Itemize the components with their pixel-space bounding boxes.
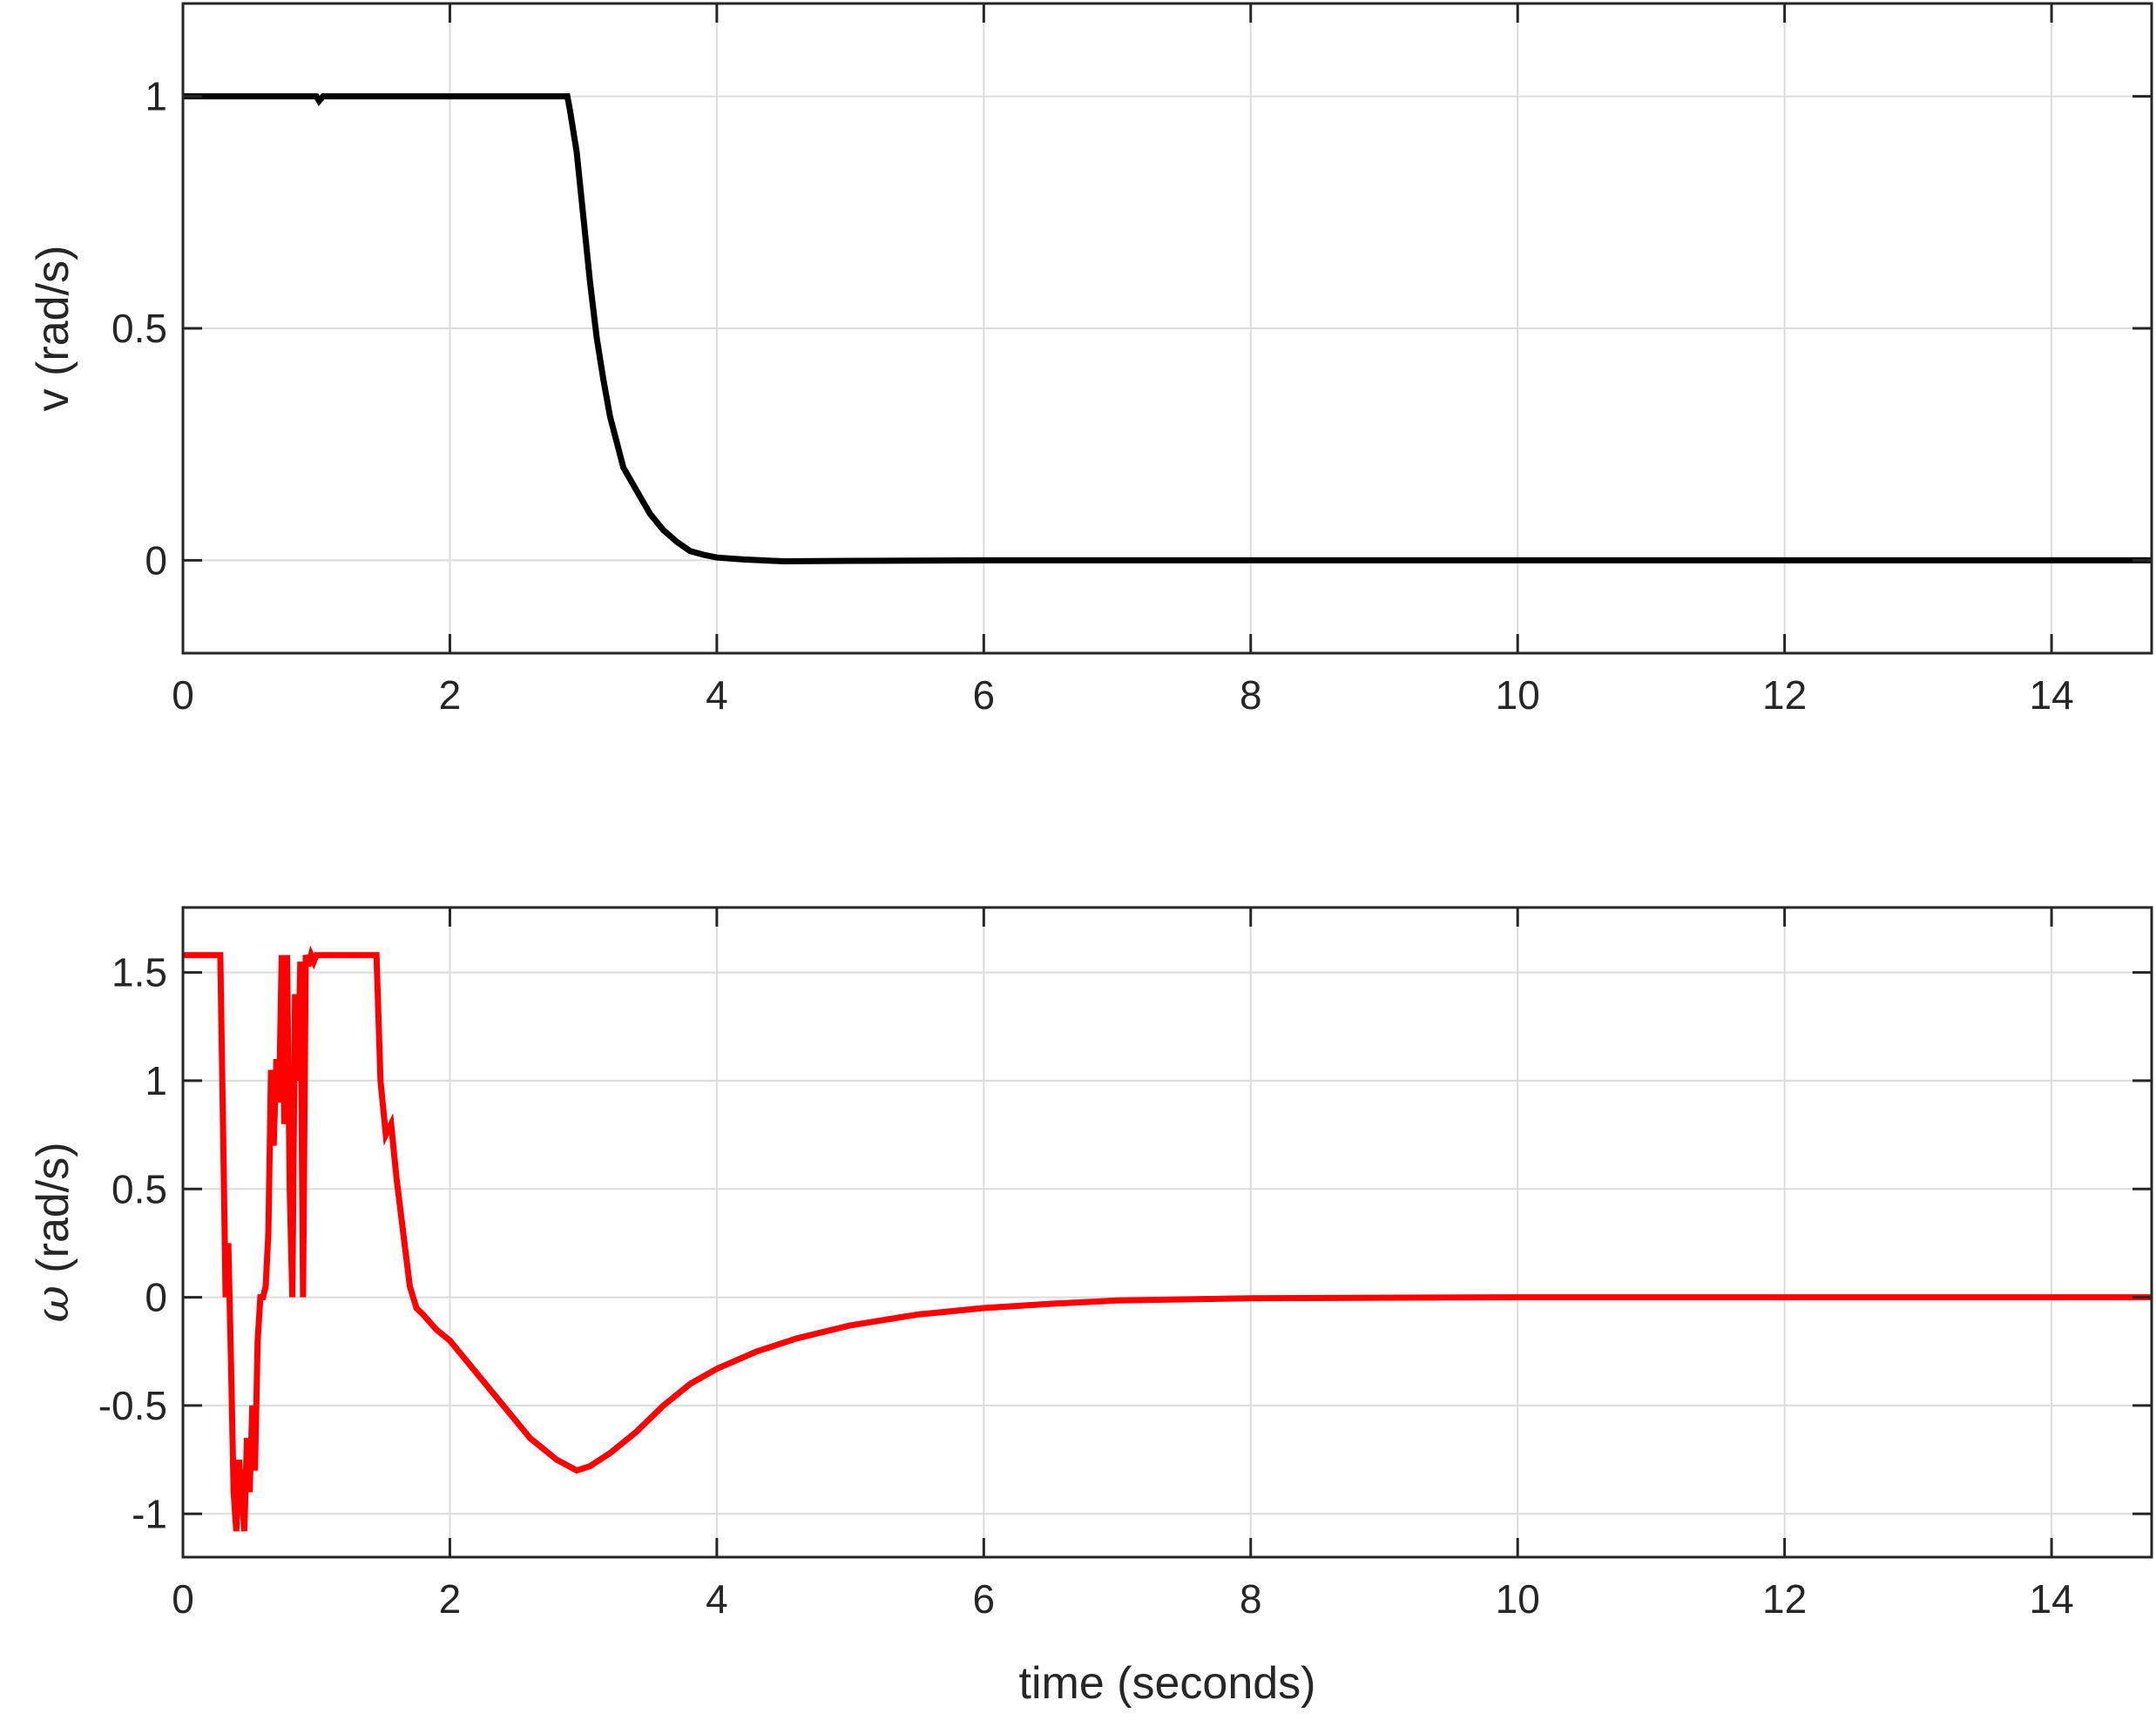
x-tick-label: 10 (1496, 1576, 1540, 1622)
plot-angular-velocity-ylabel-text: (rad/s) (28, 1142, 78, 1285)
x-tick-label: 4 (706, 1576, 728, 1622)
x-tick-label: 14 (2029, 1576, 2073, 1622)
plot-velocity: 0 2 4 6 8 10 12 14 0 0.5 1 v (rad/s) (28, 2, 2153, 718)
plot-angular-velocity-ylabel: ω (rad/s) (27, 1142, 79, 1322)
y-tick-label: 1.5 (112, 950, 167, 995)
plot-angular-velocity-frame (181, 906, 2153, 1559)
y-tick-label: 0 (145, 537, 167, 583)
y-tick-label: -0.5 (98, 1383, 167, 1428)
x-tick-label: 14 (2029, 672, 2073, 718)
plot-angular-velocity: 0 2 4 6 8 10 12 14 -1 -0.5 0 0.5 1 1.5 ω (rad/s) time… (27, 906, 2153, 1709)
x-tick-label: 4 (706, 672, 728, 718)
x-tick-label: 8 (1240, 672, 1262, 718)
x-tick-label: 10 (1496, 672, 1540, 718)
plot-velocity-series (183, 93, 2152, 565)
y-tick-label: 0 (145, 1275, 167, 1320)
plot-angular-velocity-xlabel: time (seconds) (1019, 1658, 1316, 1709)
velocity-series-line (183, 93, 2152, 565)
angular-velocity-series-line (183, 945, 2152, 1532)
x-tick-label: 8 (1240, 1576, 1262, 1622)
plot-velocity-ylabel: v (rad/s) (28, 246, 78, 412)
x-tick-label: 2 (439, 672, 462, 718)
y-tick-label: 1 (145, 74, 167, 119)
plot-angular-velocity-ticks: 0 2 4 6 8 10 12 14 -1 -0.5 0 0.5 1 1.5 (98, 907, 2152, 1622)
y-tick-label: -1 (132, 1491, 167, 1536)
omega-symbol: ω (27, 1285, 79, 1322)
x-tick-label: 6 (973, 672, 996, 718)
x-tick-label: 6 (973, 1576, 996, 1622)
y-tick-label: 0.5 (112, 306, 167, 351)
y-tick-label: 0.5 (112, 1166, 167, 1211)
y-tick-label: 1 (145, 1058, 167, 1103)
plot-angular-velocity-series (183, 945, 2152, 1532)
x-tick-label: 0 (172, 1576, 194, 1622)
x-tick-label: 0 (172, 672, 194, 718)
plot-velocity-ticks: 0 2 4 6 8 10 12 14 0 0.5 1 (112, 3, 2152, 718)
x-tick-label: 2 (439, 1576, 462, 1622)
x-tick-label: 12 (1762, 1576, 1807, 1622)
x-tick-label: 12 (1762, 672, 1807, 718)
